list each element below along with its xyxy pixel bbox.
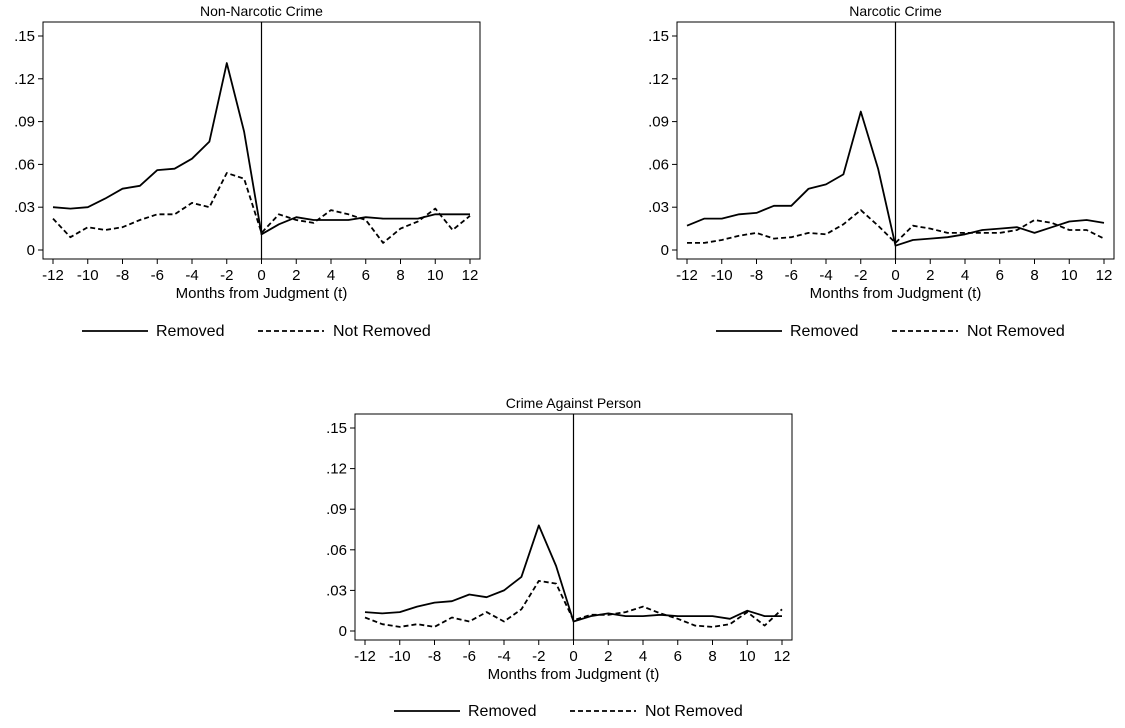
y-tick-label: .03 bbox=[326, 582, 347, 599]
x-tick-label: -4 bbox=[819, 267, 832, 284]
x-tick-label: 8 bbox=[1030, 267, 1038, 284]
legend-label-not-removed: Not Removed bbox=[967, 323, 1065, 340]
legend-label-removed: Removed bbox=[156, 323, 224, 340]
x-tick-label: -2 bbox=[532, 648, 545, 665]
legend: Removed Not Removed bbox=[82, 323, 431, 340]
x-tick-label: -8 bbox=[428, 648, 441, 665]
x-tick-label: 6 bbox=[996, 267, 1004, 284]
y-tick-label: .06 bbox=[326, 542, 347, 559]
chart-title: Crime Against Person bbox=[506, 395, 641, 411]
x-tick-label: 4 bbox=[327, 267, 335, 284]
x-tick-label: 0 bbox=[257, 267, 265, 284]
x-tick-label: 2 bbox=[292, 267, 300, 284]
x-tick-label: 4 bbox=[961, 267, 969, 284]
x-tick-label: -6 bbox=[151, 267, 164, 284]
x-tick-label: -12 bbox=[354, 648, 376, 665]
legend-label-removed: Removed bbox=[468, 703, 536, 720]
y-tick-label: .15 bbox=[14, 28, 35, 45]
x-axis-label: Months from Judgment (t) bbox=[176, 285, 348, 302]
legend: Removed Not Removed bbox=[394, 703, 743, 720]
x-tick-label: -8 bbox=[116, 267, 129, 284]
x-tick-label: 12 bbox=[774, 648, 791, 665]
x-axis-label: Months from Judgment (t) bbox=[810, 285, 982, 302]
x-tick-label: -8 bbox=[750, 267, 763, 284]
y-tick-label: .12 bbox=[14, 71, 35, 88]
y-tick-label: 0 bbox=[27, 242, 35, 259]
x-tick-label: 6 bbox=[362, 267, 370, 284]
y-tick-label: .06 bbox=[648, 156, 669, 173]
x-tick-label: 2 bbox=[926, 267, 934, 284]
series-line-removed bbox=[364, 524, 782, 623]
y-tick-label: .09 bbox=[326, 501, 347, 518]
x-tick-label: 0 bbox=[891, 267, 899, 284]
chart-title: Narcotic Crime bbox=[849, 3, 942, 19]
y-tick-label: .12 bbox=[326, 461, 347, 478]
x-tick-label: 0 bbox=[569, 648, 577, 665]
x-tick-label: 8 bbox=[708, 648, 716, 665]
x-tick-label: 10 bbox=[427, 267, 444, 284]
y-tick-label: .15 bbox=[648, 28, 669, 45]
x-tick-label: 12 bbox=[1096, 267, 1113, 284]
x-tick-label: -10 bbox=[389, 648, 411, 665]
x-tick-label: 4 bbox=[639, 648, 647, 665]
x-tick-label: -2 bbox=[854, 267, 867, 284]
legend: Removed Not Removed bbox=[716, 323, 1065, 340]
legend-label-removed: Removed bbox=[790, 323, 858, 340]
chart-panel-1: Non-Narcotic Crime 0 .03 .06 .09 .12 .15 -12 -10… bbox=[14, 3, 481, 340]
x-tick-label: -6 bbox=[463, 648, 476, 665]
x-tick-label: -10 bbox=[711, 267, 733, 284]
x-tick-label: -12 bbox=[676, 267, 698, 284]
y-tick-label: .03 bbox=[648, 199, 669, 216]
series-line-not-removed bbox=[52, 172, 471, 244]
x-tick-label: 6 bbox=[674, 648, 682, 665]
chart-panel-3: Crime Against Person0.03.06.09.12.15-12-… bbox=[326, 395, 793, 720]
x-tick-label: -4 bbox=[497, 648, 510, 665]
y-tick-label: .03 bbox=[14, 199, 35, 216]
x-tick-label: -10 bbox=[77, 267, 99, 284]
y-tick-label: .12 bbox=[648, 71, 669, 88]
y-tick-label: .09 bbox=[648, 114, 669, 131]
series-line-removed bbox=[52, 62, 470, 236]
x-tick-label: 10 bbox=[1061, 267, 1078, 284]
series-line-removed bbox=[686, 110, 1105, 247]
y-tick-label: 0 bbox=[661, 242, 669, 259]
x-tick-label: 12 bbox=[462, 267, 479, 284]
x-tick-label: -6 bbox=[785, 267, 798, 284]
legend-label-not-removed: Not Removed bbox=[333, 323, 431, 340]
chart-title: Non-Narcotic Crime bbox=[200, 3, 323, 19]
legend-label-not-removed: Not Removed bbox=[645, 703, 743, 720]
x-tick-label: 8 bbox=[396, 267, 404, 284]
x-tick-label: -4 bbox=[185, 267, 198, 284]
y-tick-label: .15 bbox=[326, 420, 347, 437]
x-tick-label: -12 bbox=[42, 267, 64, 284]
x-tick-label: -2 bbox=[220, 267, 233, 284]
y-tick-label: 0 bbox=[339, 623, 347, 640]
y-tick-label: .06 bbox=[14, 156, 35, 173]
y-tick-label: .09 bbox=[14, 114, 35, 131]
chart-panel-2: Narcotic Crime 0 .03 .06 .09 .12 .15 -12 -10 -8 -6… bbox=[648, 3, 1115, 340]
x-tick-label: 10 bbox=[739, 648, 756, 665]
x-axis-label: Months from Judgment (t) bbox=[488, 666, 660, 683]
x-tick-label: 2 bbox=[604, 648, 612, 665]
